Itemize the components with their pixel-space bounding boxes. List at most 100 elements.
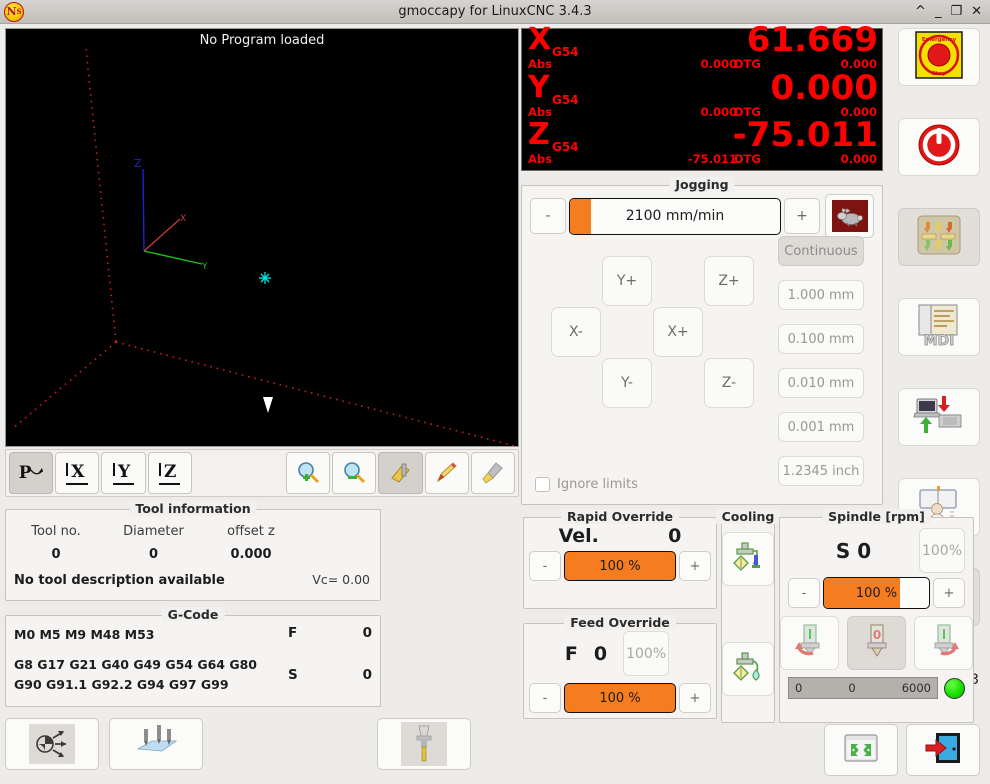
dimensions-button[interactable] xyxy=(378,452,423,494)
flood-coolant-button[interactable] xyxy=(722,532,774,586)
dro-y-abs-value: 0.000 xyxy=(700,104,737,119)
overrides-column: Rapid Override Vel. 0 - 100 % + Feed Ove… xyxy=(521,509,717,723)
estop-button[interactable]: Emergency Stop xyxy=(898,28,980,86)
jog-x-minus-label: X- xyxy=(569,324,583,340)
spindle-meter-max: 6000 xyxy=(901,681,931,695)
middle-column: X G54 61.669 Abs 0.000 DTG 0.000 Y G54 0… xyxy=(521,22,974,784)
feed-override-plus-button[interactable]: + xyxy=(679,683,711,713)
jog-increment-0_01mm[interactable]: 0.010 mm xyxy=(778,368,864,398)
dro-axis-y[interactable]: Y G54 0.000 Abs 0.000 DTG 0.000 xyxy=(522,70,882,125)
jog-velocity-text: 2100 mm/min xyxy=(625,208,725,224)
rapid-override-bar[interactable]: 100 % xyxy=(564,551,676,581)
jog-increment-1mm[interactable]: 1.000 mm xyxy=(778,280,864,310)
app-body: No Program loaded Z X Y xyxy=(0,22,990,784)
bottom-button-bar xyxy=(5,716,505,772)
feed-override-minus-button[interactable]: - xyxy=(529,683,561,713)
rollup-icon[interactable]: ^ xyxy=(915,4,926,19)
view-y-button[interactable]: Y xyxy=(101,452,146,494)
tool-offsets-button[interactable] xyxy=(109,718,203,770)
touch-off-button[interactable] xyxy=(5,718,99,770)
jog-velocity-row: - 2100 mm/min + xyxy=(530,194,874,238)
dro-x-abs-label: Abs xyxy=(528,57,552,71)
jog-increment-inch[interactable]: 1.2345 inch xyxy=(778,456,864,486)
jog-y-plus-label: Y+ xyxy=(616,273,638,289)
rapid-override-panel: Rapid Override Vel. 0 - 100 % + xyxy=(523,509,717,609)
mdi-mode-button[interactable]: MDI xyxy=(898,298,980,356)
exit-button[interactable] xyxy=(906,724,980,776)
rapid-vel-label: Vel. xyxy=(558,525,599,547)
dro-z-abs-value: -75.011 xyxy=(687,152,737,167)
spindle-override-minus-button[interactable]: - xyxy=(788,578,820,608)
spindle-ccw-button[interactable] xyxy=(780,616,839,670)
maximize-icon[interactable]: ❐ xyxy=(950,4,963,19)
dro-x-value: 61.669 xyxy=(746,20,878,60)
spindle-override-reset-button[interactable]: 100% xyxy=(919,528,965,573)
jog-velocity-bar[interactable]: 2100 mm/min xyxy=(569,197,781,235)
view-z-button[interactable]: Z xyxy=(147,452,192,494)
ignore-limits-row[interactable]: Ignore limits xyxy=(535,477,638,492)
zoom-out-button[interactable] xyxy=(332,452,377,494)
rapid-override-plus-button[interactable]: + xyxy=(679,551,711,581)
dro-axis-x[interactable]: X G54 61.669 Abs 0.000 DTG 0.000 xyxy=(522,22,882,77)
jog-increment-0_001mm[interactable]: 0.001 mm xyxy=(778,412,864,442)
jog-increment-continuous[interactable]: Continuous xyxy=(778,236,864,266)
spindle-override-plus-button[interactable]: + xyxy=(933,578,965,608)
rapid-override-minus-button[interactable]: - xyxy=(529,551,561,581)
view-p-button[interactable]: P xyxy=(9,452,54,494)
spindle-stop-button[interactable]: 0 xyxy=(847,616,906,670)
tool-change-button[interactable] xyxy=(377,718,471,770)
jog-increment-0_1mm[interactable]: 0.100 mm xyxy=(778,324,864,354)
rapid-jog-button[interactable] xyxy=(825,194,874,238)
minimize-icon[interactable]: _ xyxy=(934,4,942,19)
manual-jog-icon xyxy=(915,213,963,261)
clear-plot-button[interactable] xyxy=(470,452,516,494)
preview-canvas: Z X Y xyxy=(11,48,518,446)
view-x-label: X xyxy=(66,462,89,485)
jog-velocity-plus-button[interactable]: + xyxy=(784,198,820,234)
dro-display[interactable]: X G54 61.669 Abs 0.000 DTG 0.000 Y G54 0… xyxy=(521,22,883,172)
zoom-in-button[interactable] xyxy=(285,452,331,494)
jog-y-minus-button[interactable]: Y- xyxy=(602,358,652,408)
rabbit-icon xyxy=(831,200,868,232)
spindle-counterclockwise-icon xyxy=(789,620,831,666)
cooling-panel: Cooling xyxy=(715,509,781,723)
spindle-override-bar[interactable]: 100 % xyxy=(823,577,930,609)
edit-program-button[interactable] xyxy=(424,452,469,494)
auto-mode-button[interactable] xyxy=(898,388,980,446)
dro-z-letter: Z xyxy=(528,117,550,153)
dro-axis-z[interactable]: Z G54 -75.011 Abs -75.011 DTG 0.000 xyxy=(522,117,882,172)
jog-x-plus-button[interactable]: X+ xyxy=(653,307,703,357)
spindle-meter-min: 0 xyxy=(795,681,803,695)
feed-override-bar[interactable]: 100 % xyxy=(564,683,676,713)
jog-z-plus-button[interactable]: Z+ xyxy=(704,256,754,306)
feed-override-reset-button[interactable]: 100% xyxy=(623,631,670,676)
spindle-override-bar-text: 100 % xyxy=(855,585,898,601)
jog-x-minus-button[interactable]: X- xyxy=(551,307,601,357)
close-icon[interactable]: ✕ xyxy=(971,4,982,19)
jog-velocity-fill xyxy=(570,198,591,234)
spindle-meter-current: 0 xyxy=(848,681,856,695)
fullscreen-button[interactable] xyxy=(824,724,898,776)
dro-y-abs-label: Abs xyxy=(528,104,552,119)
cooling-legend: Cooling xyxy=(715,509,781,524)
ignore-limits-checkbox[interactable] xyxy=(535,477,550,492)
jog-z-minus-button[interactable]: Z- xyxy=(704,358,754,408)
exit-door-icon xyxy=(924,731,962,769)
gcode-preview[interactable]: No Program loaded Z X Y xyxy=(5,28,519,447)
jog-y-plus-button[interactable]: Y+ xyxy=(602,256,652,306)
machine-power-button[interactable] xyxy=(898,118,980,176)
dro-z-dtg-label: DTG xyxy=(734,152,761,167)
dro-x-abs-value: 0.000 xyxy=(700,57,737,71)
jogging-legend: Jogging xyxy=(669,177,735,192)
svg-text:MDI: MDI xyxy=(924,333,955,348)
spindle-panel: Spindle [rpm] S 0 100% - 100 % + xyxy=(779,509,974,723)
speed-value: 0 xyxy=(362,667,372,683)
spindle-cw-button[interactable] xyxy=(914,616,973,670)
manual-mode-button[interactable] xyxy=(898,208,980,266)
mist-coolant-button[interactable] xyxy=(722,642,774,696)
jog-velocity-minus-button[interactable]: - xyxy=(530,198,566,234)
jog-z-minus-label: Z- xyxy=(721,375,737,391)
svg-text:X: X xyxy=(180,214,186,224)
view-x-button[interactable]: X xyxy=(55,452,100,494)
